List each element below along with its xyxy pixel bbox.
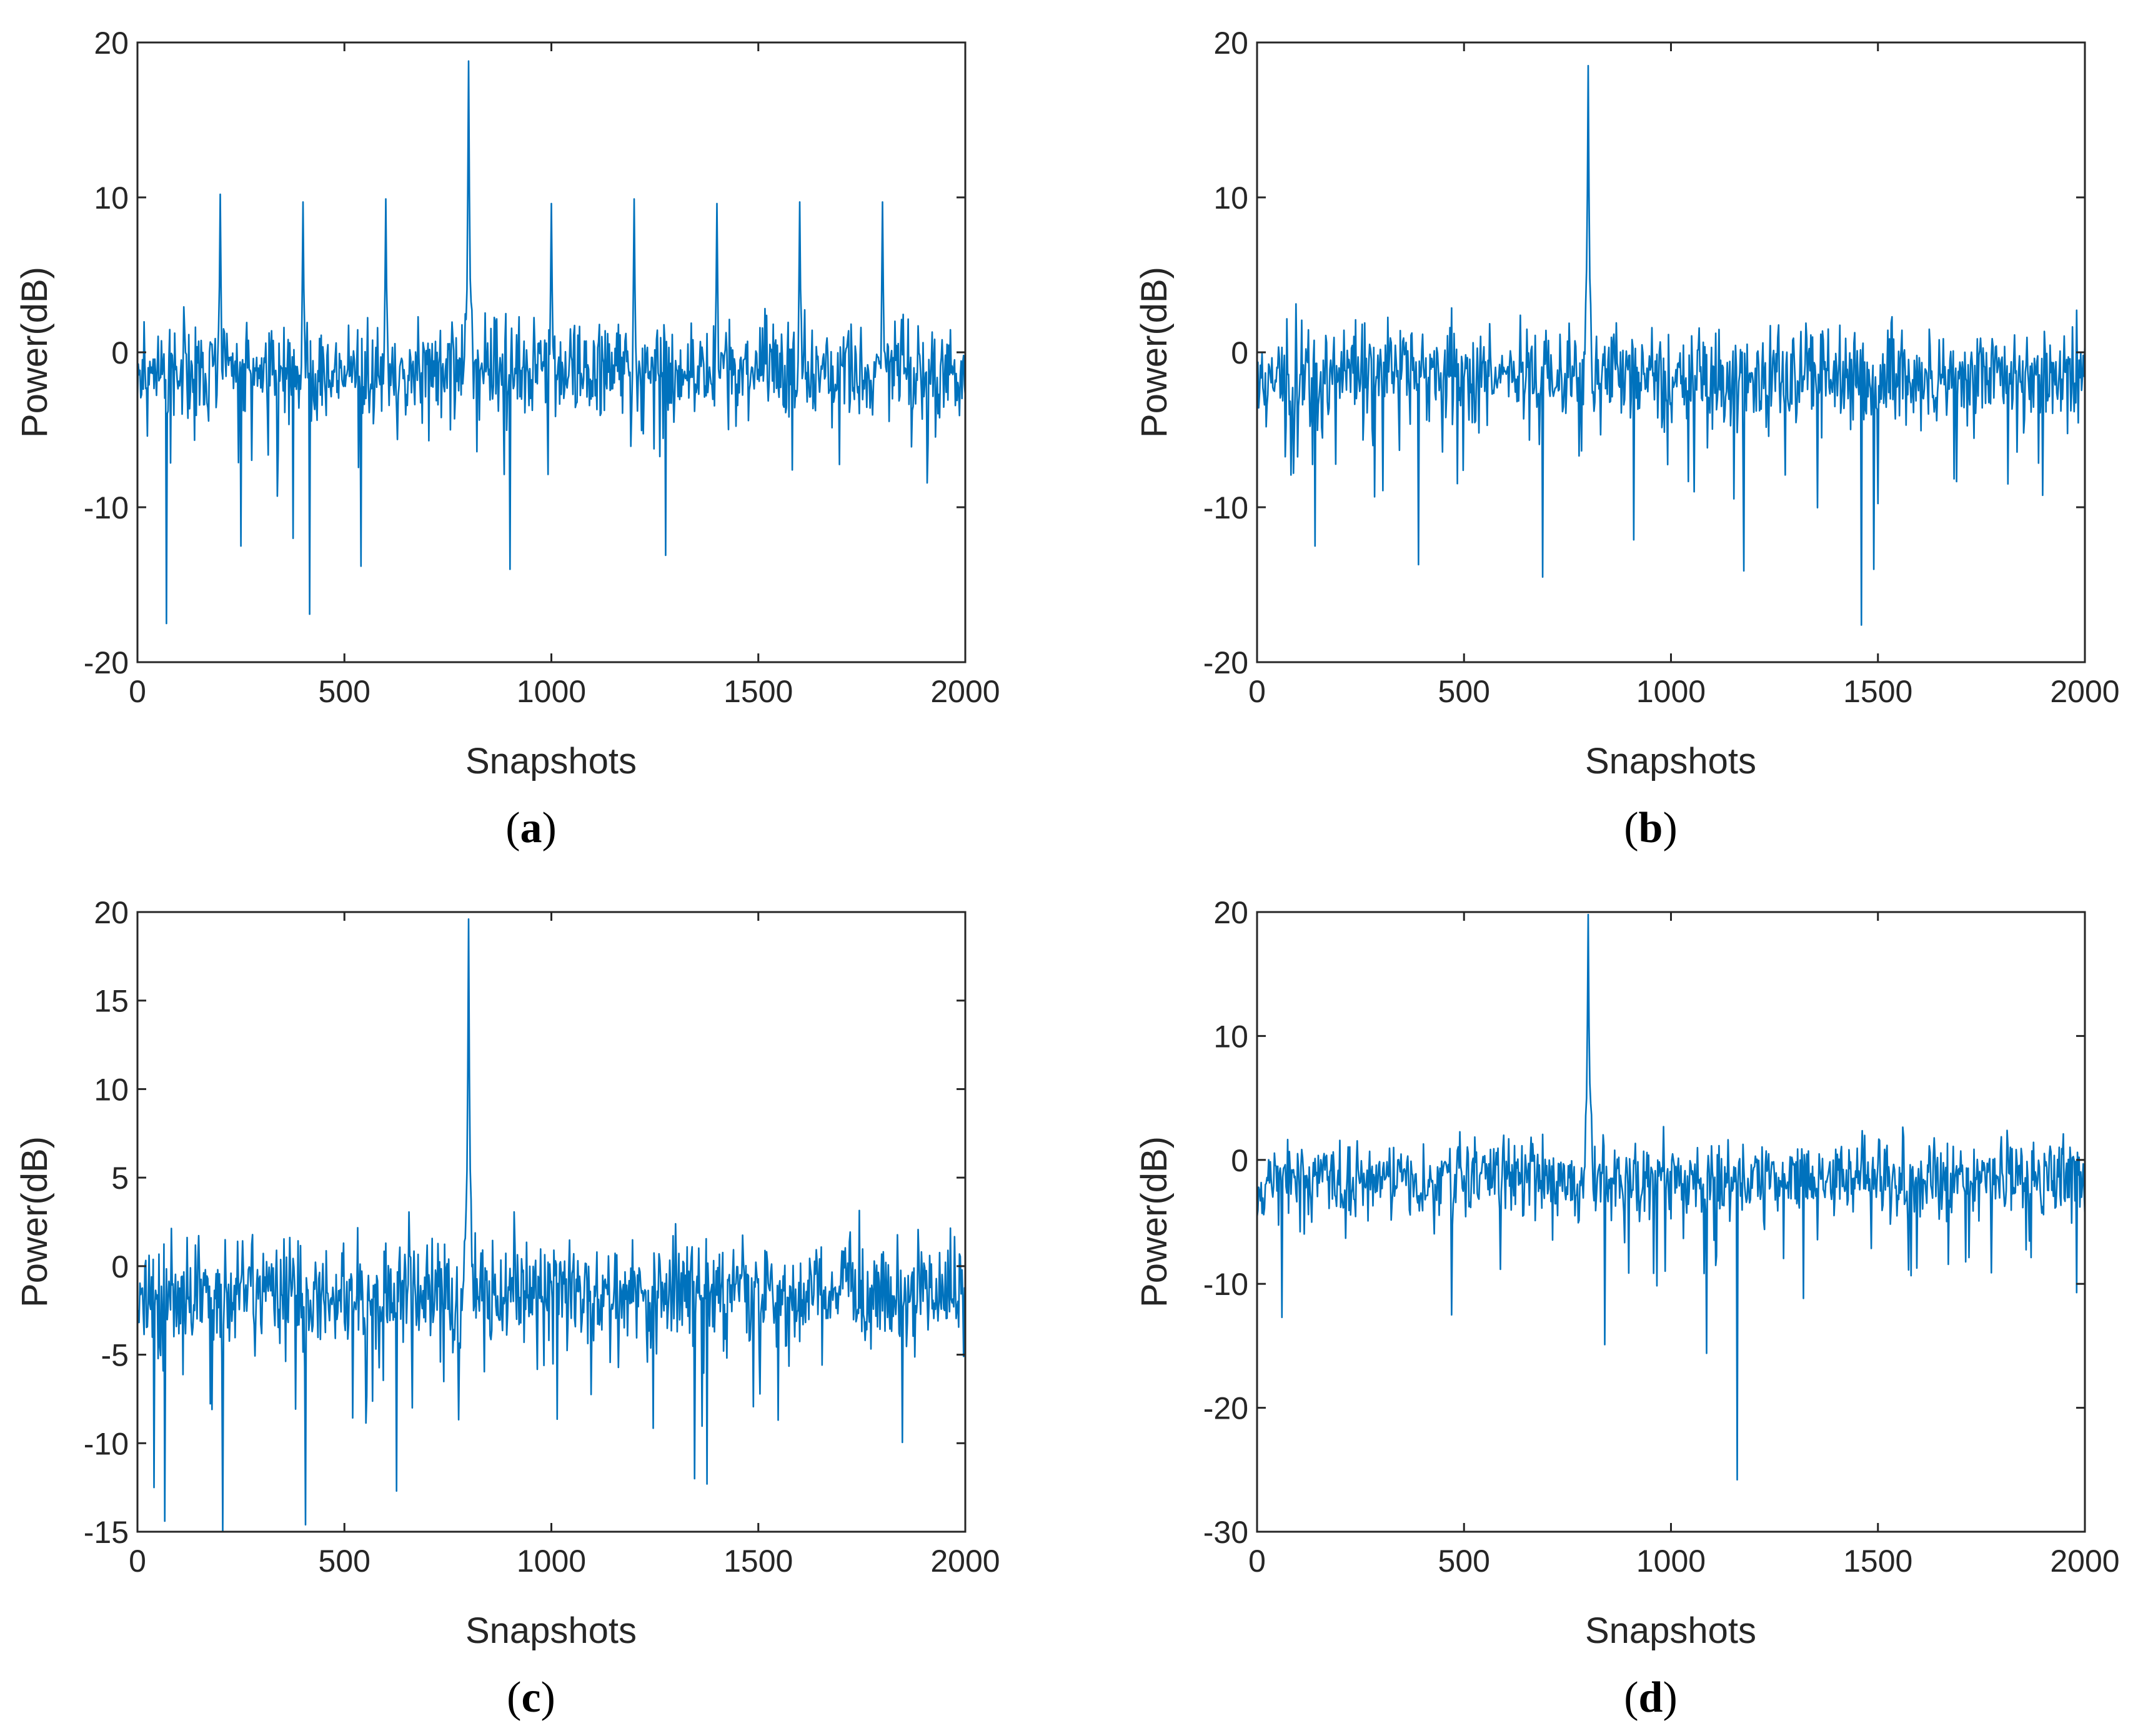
panel-b-ylabel: Power(dB) — [1134, 267, 1175, 438]
panel-d-xtick-label: 1000 — [1636, 1544, 1706, 1579]
panel-d-xtick-label: 500 — [1438, 1544, 1490, 1579]
panel-a-xlabel: Snapshots — [465, 741, 637, 781]
panel-c-ytick-label: 10 — [94, 1072, 129, 1107]
panel-a-xtick-label: 1000 — [517, 674, 586, 709]
panel-d-ytick-label: 10 — [1213, 1019, 1248, 1054]
panel-b-xtick-label: 1000 — [1636, 674, 1706, 709]
panel-d-ytick-label: 0 — [1231, 1143, 1248, 1178]
panel-d-ytick-label: -20 — [1203, 1391, 1248, 1426]
panel-c-plot: 0 500 1000 1500 2000 -15 -10 -5 0 5 10 15 20 — [84, 895, 1000, 1579]
panel-a-ytick-label: 20 — [94, 26, 129, 61]
panel-c-xtick-label: 2000 — [930, 1544, 1000, 1579]
panel-b-caption-letter: b — [1639, 804, 1663, 852]
panel-d-xtick-label: 0 — [1248, 1544, 1266, 1579]
panel-d-ytick-label: 20 — [1213, 895, 1248, 930]
panel-d-caption: (d) — [1624, 1674, 1678, 1722]
panel-b-plot: 0 500 1000 1500 2000 -20 -10 0 10 20 — [1203, 26, 2120, 709]
panel-c-ytick-label: 5 — [111, 1161, 129, 1196]
panel-c-caption: (c) — [507, 1674, 555, 1722]
panel-a-xtick-label: 1500 — [723, 674, 793, 709]
panel-c-xtick-label: 0 — [129, 1544, 146, 1579]
panel-a: 0 500 1000 1500 2000 -20 -10 0 10 20 Snapshots Po… — [14, 26, 1000, 852]
panel-c-xtick-label: 500 — [319, 1544, 370, 1579]
panel-c-series-line — [137, 918, 965, 1532]
panel-b-ytick-label: -10 — [1203, 490, 1248, 525]
panel-b-xtick-label: 2000 — [2050, 674, 2119, 709]
panel-c-xlabel: Snapshots — [465, 1610, 637, 1651]
panel-a-ylabel: Power(dB) — [14, 267, 55, 438]
panel-a-series-line — [137, 60, 965, 625]
panel-d-xlabel: Snapshots — [1585, 1610, 1756, 1651]
panel-a-ytick-label: -20 — [84, 645, 129, 680]
panel-d-series-line — [1257, 913, 2085, 1481]
panel-b-ytick-label: 20 — [1213, 26, 1248, 61]
panel-a-ytick-label: -10 — [84, 490, 129, 525]
panel-d-ylabel: Power(dB) — [1134, 1136, 1175, 1307]
panel-c-xtick-label: 1500 — [723, 1544, 793, 1579]
panel-c-ytick-label: 20 — [94, 895, 129, 930]
panel-c-ytick-label: 15 — [94, 984, 129, 1019]
panel-a-xtick-label: 500 — [319, 674, 370, 709]
panel-c-ylabel: Power(dB) — [14, 1136, 55, 1307]
panel-c-ytick-label: 0 — [111, 1249, 129, 1284]
panel-d-xtick-label: 2000 — [2050, 1544, 2119, 1579]
panel-d-plot: 0 500 1000 1500 2000 -30 -20 -10 0 10 20 — [1203, 895, 2120, 1579]
panel-b-xlabel: Snapshots — [1585, 741, 1756, 781]
panel-b-caption: (b) — [1624, 804, 1678, 852]
panel-b-series-line — [1257, 64, 2085, 626]
panel-b-xtick-label: 1500 — [1843, 674, 1912, 709]
panel-a-plot: 0 500 1000 1500 2000 -20 -10 0 10 20 — [84, 26, 1000, 709]
panel-c-ytick-label: -5 — [101, 1338, 129, 1373]
panel-a-xtick-label: 0 — [129, 674, 146, 709]
panel-d: 0 500 1000 1500 2000 -30 -20 -10 0 10 20 Snapshots… — [1134, 895, 2120, 1722]
panel-c-caption-letter: c — [521, 1674, 540, 1722]
panel-d-xtick-label: 1500 — [1843, 1544, 1912, 1579]
panel-d-caption-letter: d — [1639, 1674, 1663, 1722]
panel-a-caption-letter: a — [520, 804, 542, 852]
panel-b-xtick-label: 0 — [1248, 674, 1266, 709]
panel-b-xtick-label: 500 — [1438, 674, 1490, 709]
panel-a-caption: (a) — [505, 804, 557, 852]
panel-b: 0 500 1000 1500 2000 -20 -10 0 10 20 Snapshots Po… — [1134, 26, 2120, 852]
panel-c-ytick-label: -15 — [84, 1515, 129, 1550]
panel-b-ytick-label: 0 — [1231, 335, 1248, 370]
panel-a-ytick-label: 10 — [94, 181, 129, 216]
panel-c-ytick-label: -10 — [84, 1426, 129, 1461]
panel-a-ytick-label: 0 — [111, 335, 129, 370]
panel-a-xtick-label: 2000 — [930, 674, 1000, 709]
panel-c-xtick-label: 1000 — [517, 1544, 586, 1579]
panel-b-ytick-label: 10 — [1213, 181, 1248, 216]
panel-c: 0 500 1000 1500 2000 -15 -10 -5 0 5 10 15 20 Snapsho… — [14, 895, 1000, 1722]
panel-b-ytick-label: -20 — [1203, 645, 1248, 680]
panel-d-ytick-label: -10 — [1203, 1267, 1248, 1302]
panel-d-ytick-label: -30 — [1203, 1515, 1248, 1550]
